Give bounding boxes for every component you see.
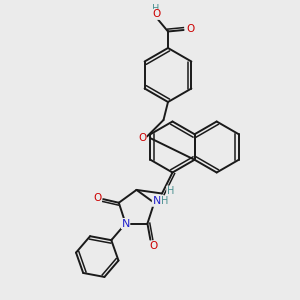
- Text: H: H: [167, 186, 174, 196]
- Text: O: O: [93, 193, 101, 203]
- Text: N: N: [122, 218, 130, 229]
- Text: H: H: [161, 196, 168, 206]
- Text: O: O: [153, 9, 161, 20]
- Text: O: O: [149, 241, 158, 251]
- Text: N: N: [152, 196, 161, 206]
- Text: O: O: [186, 24, 194, 34]
- Text: H: H: [152, 4, 160, 14]
- Text: O: O: [138, 133, 146, 143]
